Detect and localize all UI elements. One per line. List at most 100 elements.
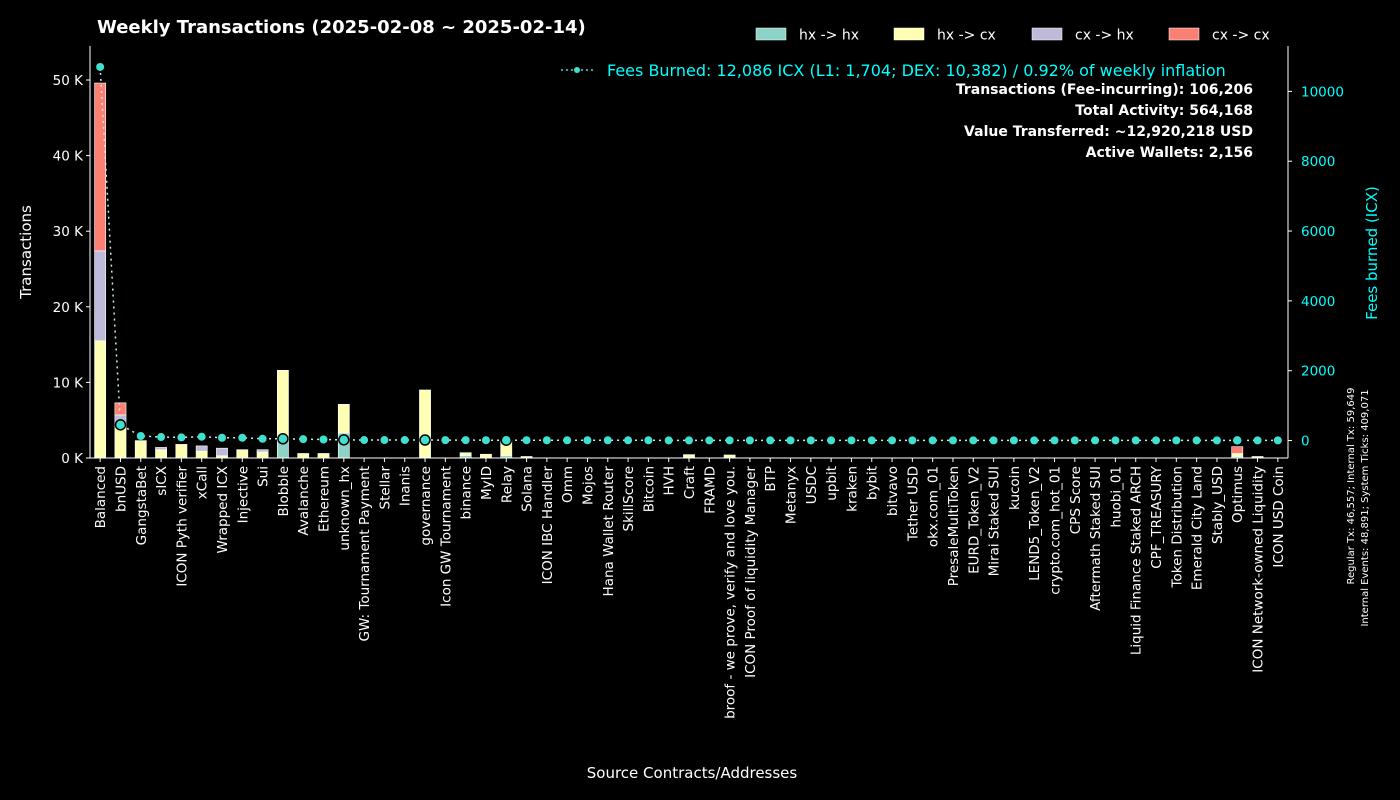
fees-point-16 <box>419 434 431 446</box>
fees-point-21 <box>522 436 531 445</box>
fees-point-53 <box>1172 436 1181 445</box>
fees-point-28 <box>664 436 673 445</box>
fees-point-31 <box>725 436 734 445</box>
legend-swatch-0 <box>755 27 787 41</box>
fees-point-11 <box>319 435 328 444</box>
category-label-0: Balanced <box>93 466 109 528</box>
y-right-tick-label-4: 8000 <box>1301 154 1335 170</box>
fees-legend-marker <box>574 67 580 73</box>
category-label-19: MyID <box>479 466 495 500</box>
y-tick-label-3: 30 K <box>53 224 84 240</box>
category-label-51: Liquid Finance Staked ARCH <box>1129 466 1145 655</box>
fees-legend: Fees Burned: 12,086 ICX (L1: 1,704; DEX:… <box>561 61 1226 80</box>
fees-point-8 <box>258 434 267 443</box>
fees-point-33 <box>766 436 775 445</box>
bar-1-29 <box>683 454 695 459</box>
axes-group: 0 K 10 K 20 K 30 K 40 K 50 K 0 2000 4000 6000 8000… <box>53 46 1344 467</box>
stat-active-wallets: Active Wallets: 2,156 <box>1086 145 1253 161</box>
category-label-21: Solana <box>520 466 536 512</box>
stat-total-activity: Total Activity: 564,168 <box>1075 103 1253 119</box>
y-axis-right-label: Fees burned (ICX) <box>1363 186 1381 320</box>
category-label-57: ICON Network-owned Liquidity <box>1251 466 1267 673</box>
category-label-48: CPS Score <box>1068 466 1084 534</box>
stats-box: Transactions (Fee-incurring): 106,206 To… <box>956 82 1253 161</box>
fees-point-50 <box>1111 436 1120 445</box>
fees-point-38 <box>867 436 876 445</box>
category-label-26: SkillScore <box>621 466 637 531</box>
category-label-11: Ethereum <box>317 466 333 532</box>
category-label-53: Token Distribution <box>1169 466 1185 588</box>
legend: hx -> hx hx -> cx cx -> hx cx -> cx <box>755 27 1270 44</box>
bar-1-8 <box>256 451 269 459</box>
category-label-25: Hana Wallet Router <box>601 466 617 597</box>
fees-point-42 <box>948 436 957 445</box>
category-label-47: crypto.com_hot_01 <box>1047 466 1063 595</box>
bar-1-5 <box>195 450 208 459</box>
bar-3-1 <box>114 402 127 416</box>
category-label-58: ICON USD Coin <box>1271 466 1287 568</box>
side-note-regular: Regular Tx: 46,557; Internal Tx: 59,649 <box>1346 388 1357 585</box>
bar-2-5 <box>195 445 208 452</box>
bar-1-7 <box>236 449 249 459</box>
category-label-39: bitvavo <box>885 466 901 516</box>
fees-point-56 <box>1231 434 1243 447</box>
fees-point-49 <box>1091 436 1100 445</box>
y-tick-label-1: 10 K <box>53 375 84 391</box>
fees-point-14 <box>380 436 389 445</box>
category-label-50: huobi_01 <box>1108 466 1124 528</box>
fees-point-58 <box>1273 436 1282 445</box>
legend-label-3: cx -> cx <box>1212 28 1270 44</box>
fees-point-39 <box>888 436 897 445</box>
category-label-41: okx.com_01 <box>926 466 942 547</box>
side-note-internal: Internal Events: 48,891; System Ticks: 4… <box>1360 389 1371 626</box>
bar-2-8 <box>256 449 269 453</box>
category-label-18: binance <box>459 466 475 519</box>
fees-point-22 <box>542 436 551 445</box>
fees-point-4 <box>177 433 186 442</box>
fees-point-43 <box>969 436 978 445</box>
bar-1-2 <box>134 440 147 459</box>
fees-point-52 <box>1152 436 1161 445</box>
category-label-29: Craft <box>682 466 698 499</box>
fees-point-10 <box>299 435 308 444</box>
bar-1-10 <box>297 453 310 459</box>
bar-3-0 <box>94 82 107 252</box>
category-label-27: Bitcoin <box>641 466 657 512</box>
fees-point-30 <box>705 436 714 445</box>
bar-1-16 <box>419 389 431 459</box>
bar-2-0 <box>94 250 107 342</box>
bar-1-56 <box>1231 453 1244 457</box>
fees-point-29 <box>685 436 693 445</box>
category-label-36: upbit <box>824 466 840 501</box>
category-label-55: Stably_USD <box>1210 466 1226 544</box>
fees-point-51 <box>1131 436 1140 445</box>
category-label-32: ICON Proof of liquidity Manager <box>743 466 759 678</box>
y-right-tick-label-2: 4000 <box>1301 294 1335 310</box>
category-label-12: unknown_hx <box>337 466 353 551</box>
category-label-40: Tether USD <box>905 466 921 542</box>
category-label-10: Avalanche <box>296 466 312 536</box>
fees-point-47 <box>1050 436 1059 445</box>
legend-swatch-3 <box>1168 27 1200 41</box>
legend-swatch-1 <box>893 27 925 41</box>
legend-swatch-2 <box>1031 27 1063 41</box>
category-label-49: Aftermath Staked SUI <box>1088 466 1104 611</box>
stat-value-transferred: Value Transferred: ~12,920,218 USD <box>964 124 1253 140</box>
category-label-23: Omm <box>560 466 576 503</box>
category-label-43: EURD_Token_V2 <box>966 466 982 574</box>
category-label-14: Stellar <box>377 466 393 510</box>
fees-point-18 <box>461 436 470 445</box>
fees-point-54 <box>1192 436 1201 445</box>
category-label-52: CPF_TREASURY <box>1149 465 1165 568</box>
category-label-2: GangstaBet <box>134 466 150 545</box>
fees-point-13 <box>360 436 369 445</box>
fees-point-32 <box>745 436 754 445</box>
bar-3-56 <box>1231 446 1244 454</box>
category-label-34: Metanyx <box>784 466 800 524</box>
y-tick-label-5: 50 K <box>53 73 84 89</box>
fees-point-23 <box>563 436 572 445</box>
fees-point-40 <box>908 436 917 445</box>
category-label-30: FRAMD <box>702 466 718 514</box>
category-label-54: Emerald City Land <box>1190 466 1206 590</box>
category-label-31: broof - we prove, verify and love you. <box>723 466 739 719</box>
